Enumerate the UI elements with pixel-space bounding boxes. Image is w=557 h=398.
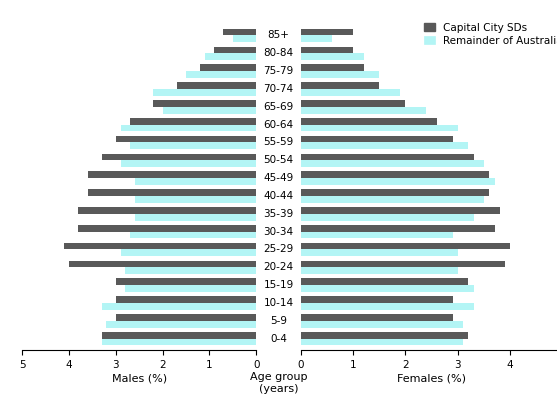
Bar (301, 53, 364, 60)
Bar (301, 321, 463, 328)
Text: 75-79: 75-79 (263, 66, 294, 76)
Bar (130, 118, 256, 125)
Bar (301, 214, 473, 220)
Bar (301, 118, 437, 125)
Bar (301, 82, 379, 89)
Bar (301, 196, 484, 203)
Bar (301, 154, 473, 160)
Bar (301, 35, 332, 42)
Bar (153, 100, 256, 107)
Bar (163, 107, 256, 113)
Bar (301, 29, 353, 35)
Text: 25-29: 25-29 (263, 244, 294, 254)
Bar (102, 154, 256, 160)
Bar (120, 160, 256, 167)
Bar (301, 207, 500, 214)
Bar (301, 100, 405, 107)
Bar (301, 285, 473, 292)
Text: 40-44: 40-44 (263, 191, 294, 201)
Bar (301, 71, 379, 78)
Bar (214, 47, 256, 53)
Text: 5-9: 5-9 (270, 316, 287, 326)
Bar (102, 332, 256, 339)
Bar (116, 278, 256, 285)
Bar (301, 243, 510, 250)
Text: 85+: 85+ (267, 31, 290, 41)
Bar (301, 64, 364, 71)
Text: 20-24: 20-24 (263, 262, 294, 272)
Bar (102, 339, 256, 345)
Text: 0-4: 0-4 (270, 334, 287, 343)
Bar (301, 172, 489, 178)
Bar (79, 225, 256, 232)
Bar (116, 296, 256, 303)
Bar (125, 267, 256, 274)
Bar (153, 89, 256, 96)
Bar (233, 35, 256, 42)
Bar (135, 214, 256, 220)
Text: 65-69: 65-69 (263, 102, 294, 112)
Bar (88, 189, 256, 196)
Bar (301, 332, 468, 339)
Bar (301, 107, 427, 113)
Bar (301, 267, 458, 274)
Text: 50-54: 50-54 (263, 155, 294, 165)
Bar (301, 160, 484, 167)
Bar (301, 232, 453, 238)
Bar (301, 89, 400, 96)
Bar (116, 314, 256, 321)
Bar (120, 125, 256, 131)
Bar (205, 53, 256, 60)
Bar (301, 225, 495, 232)
Bar (301, 303, 473, 310)
X-axis label: Females (%): Females (%) (397, 373, 466, 383)
Bar (301, 189, 489, 196)
Bar (301, 261, 505, 267)
Bar (186, 71, 256, 78)
Bar (301, 136, 453, 142)
Bar (130, 142, 256, 149)
Text: 70-74: 70-74 (263, 84, 294, 94)
Text: Age group
(years): Age group (years) (250, 373, 307, 394)
Bar (301, 142, 468, 149)
Bar (65, 243, 256, 250)
Bar (223, 29, 256, 35)
Bar (135, 196, 256, 203)
Text: 30-34: 30-34 (263, 226, 294, 237)
Bar (301, 314, 453, 321)
Bar (301, 47, 353, 53)
Text: 45-49: 45-49 (263, 173, 294, 183)
Bar (125, 285, 256, 292)
Text: 55-59: 55-59 (263, 137, 294, 148)
Text: 60-64: 60-64 (263, 120, 294, 130)
Bar (301, 178, 495, 185)
Bar (106, 321, 256, 328)
Text: 15-19: 15-19 (263, 280, 294, 290)
Bar (301, 339, 463, 345)
Bar (301, 296, 453, 303)
Bar (79, 207, 256, 214)
Bar (69, 261, 256, 267)
Text: 10-14: 10-14 (263, 298, 294, 308)
Bar (301, 125, 458, 131)
X-axis label: Males (%): Males (%) (112, 373, 167, 383)
Text: 35-39: 35-39 (263, 209, 294, 219)
Text: 80-84: 80-84 (263, 48, 294, 58)
Bar (102, 303, 256, 310)
Bar (177, 82, 256, 89)
Bar (130, 232, 256, 238)
Bar (301, 278, 468, 285)
Bar (120, 250, 256, 256)
Legend: Capital City SDs, Remainder of Australia: Capital City SDs, Remainder of Australia (424, 23, 557, 46)
Bar (135, 178, 256, 185)
Bar (200, 64, 256, 71)
Bar (116, 136, 256, 142)
Bar (88, 172, 256, 178)
Bar (301, 250, 458, 256)
